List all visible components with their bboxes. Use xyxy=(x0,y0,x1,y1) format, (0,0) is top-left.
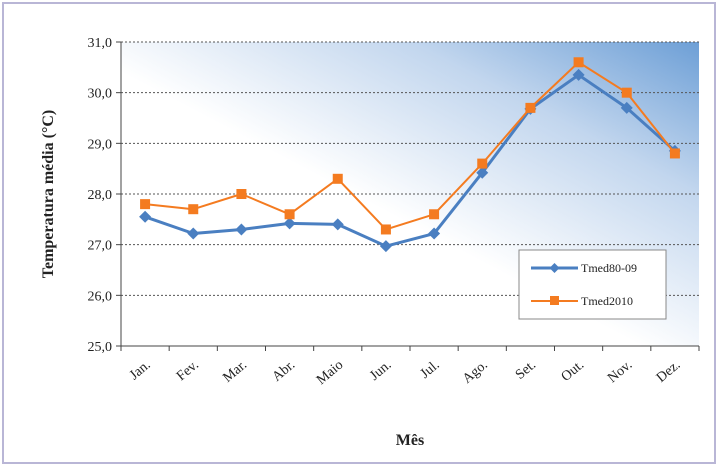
data-point-tmed2010 xyxy=(332,173,343,184)
data-point-tmed80-09 xyxy=(187,227,200,240)
x-tick-label: Out. xyxy=(559,358,587,385)
data-point-tmed80-09 xyxy=(428,227,441,240)
x-tick-label: Jul. xyxy=(418,358,443,382)
x-tick-label: Ago. xyxy=(460,358,491,387)
y-tick-label: 30,0 xyxy=(88,87,113,102)
legend-marker-tmed80-09 xyxy=(549,263,560,273)
data-point-tmed2010 xyxy=(188,204,199,215)
x-tick-label: Fev. xyxy=(174,358,202,385)
data-point-tmed2010 xyxy=(525,102,536,113)
series-line-tmed2010 xyxy=(144,61,676,231)
data-point-tmed80-09 xyxy=(572,68,585,81)
data-point-tmed80-09 xyxy=(235,223,248,236)
x-tick-label: Maio xyxy=(314,358,346,388)
data-point-tmed2010 xyxy=(236,189,247,199)
data-point-tmed2010 xyxy=(380,224,391,235)
data-point-tmed80-09 xyxy=(620,101,633,114)
data-point-tmed80-09 xyxy=(139,210,152,223)
data-point-tmed80-09 xyxy=(331,218,344,231)
data-point-tmed80-09 xyxy=(476,166,489,179)
x-tick-label: Dez. xyxy=(654,358,684,386)
x-tick-label: Abr. xyxy=(270,358,298,385)
legend-marker-tmed2010 xyxy=(550,296,559,305)
x-tick-label: Jan. xyxy=(127,358,154,384)
x-tick-label: Jun. xyxy=(367,358,394,384)
x-tick-label: Mar. xyxy=(220,358,250,386)
legend-label-tmed2010: Tmed2010 xyxy=(581,294,633,308)
legend-label-tmed80-09: Tmed80-09 xyxy=(581,261,637,275)
x-axis-label: Mês xyxy=(396,432,424,449)
data-point-tmed2010 xyxy=(284,209,295,220)
series-line-tmed80-09 xyxy=(144,73,676,248)
y-tick-label: 29,0 xyxy=(88,137,113,152)
y-tick-label: 31,0 xyxy=(88,36,113,51)
data-point-tmed2010 xyxy=(477,158,488,169)
data-point-tmed2010 xyxy=(429,209,440,220)
y-tick-label: 25,0 xyxy=(88,340,113,355)
x-tick-label: Nov. xyxy=(605,358,635,387)
data-point-tmed2010 xyxy=(669,148,680,159)
y-tick-label: 28,0 xyxy=(88,188,113,203)
y-tick-label: 26,0 xyxy=(88,289,113,304)
data-point-tmed2010 xyxy=(573,57,584,68)
data-point-tmed80-09 xyxy=(379,240,392,253)
data-point-tmed80-09 xyxy=(283,217,296,230)
legend-box xyxy=(518,249,667,320)
data-point-tmed2010 xyxy=(621,87,632,98)
legend: Tmed80-09 Tmed2010 xyxy=(518,249,667,320)
data-point-tmed2010 xyxy=(140,199,151,210)
y-tick-label: 27,0 xyxy=(88,239,113,254)
x-tick-label: Set. xyxy=(513,358,539,383)
y-axis-label: Temperatura média (°C) xyxy=(40,110,57,278)
